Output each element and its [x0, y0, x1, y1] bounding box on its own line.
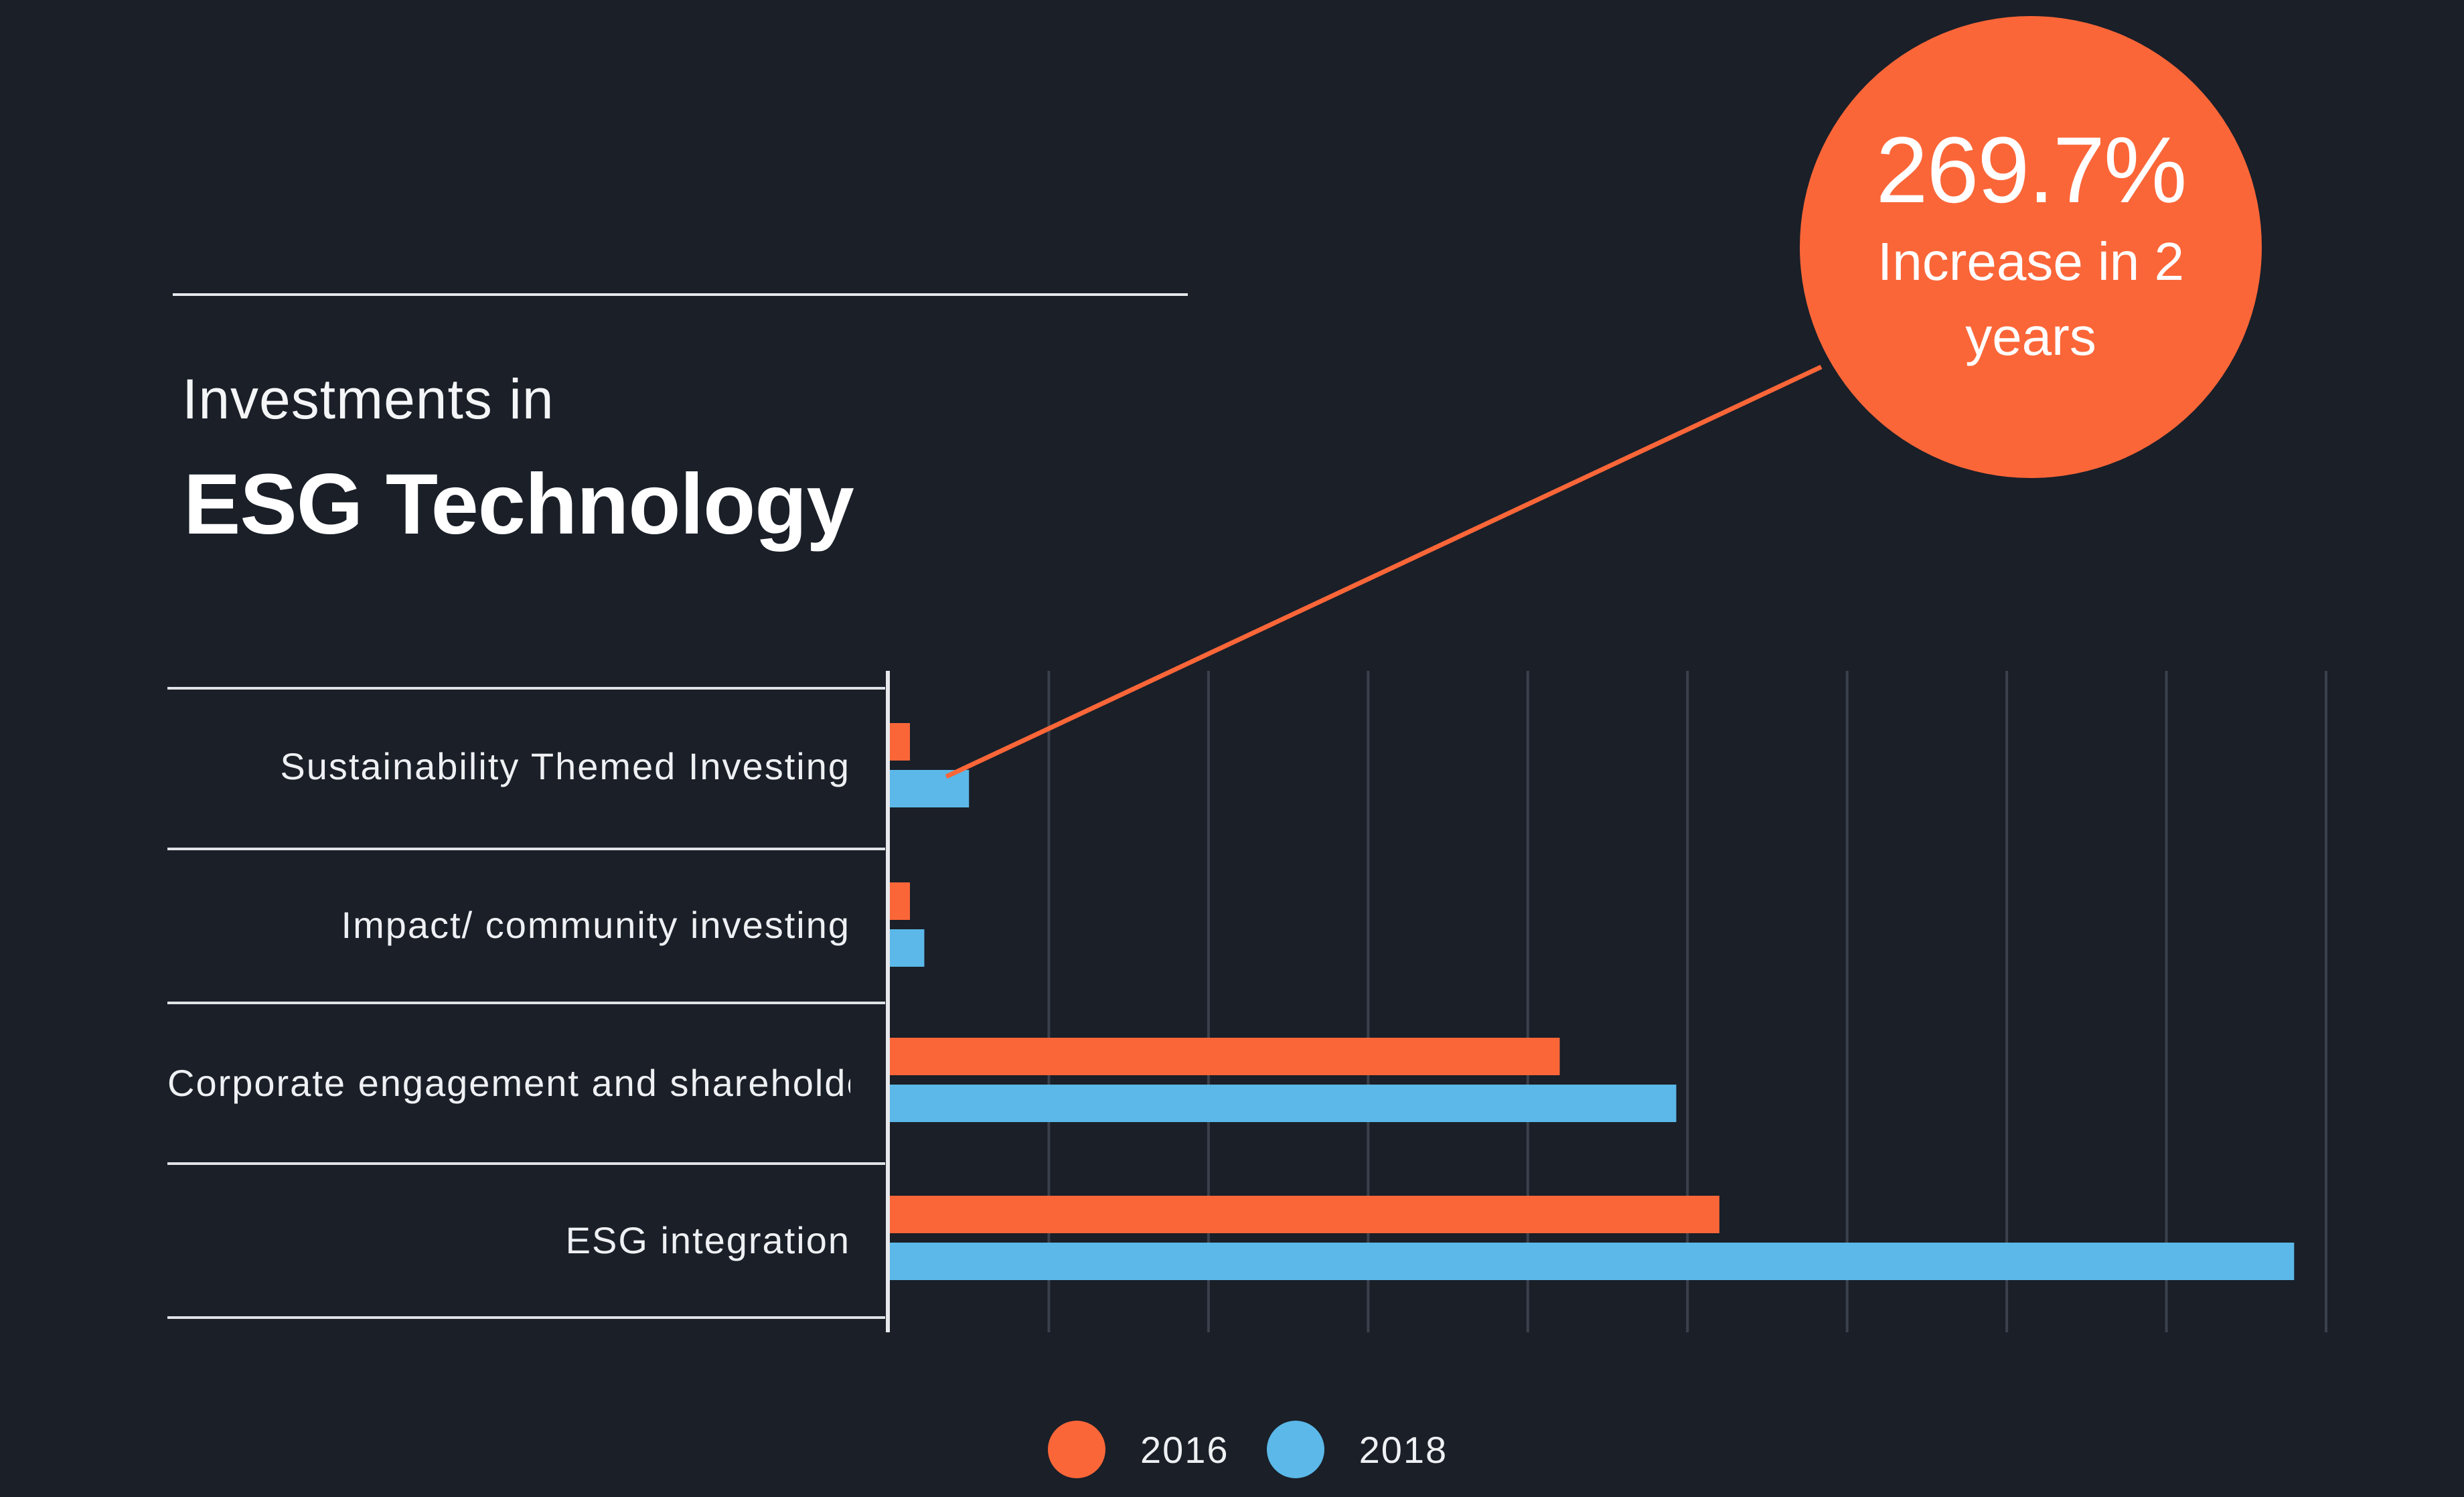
callout-pointer — [945, 364, 1823, 779]
chart-title: ESG Technology — [183, 457, 854, 552]
category-label-0: Sustainability Themed Investing — [280, 745, 850, 787]
bar-2018-0 — [889, 770, 970, 807]
bar-2016-3 — [889, 1196, 1719, 1233]
callout-value: 269.7% — [1875, 116, 2187, 222]
bar-2016-2 — [889, 1038, 1560, 1075]
legend-swatch-2018 — [1266, 1421, 1324, 1478]
bar-2018-3 — [889, 1243, 2295, 1280]
legend-swatch-2016 — [1048, 1421, 1105, 1478]
title-divider — [173, 293, 1188, 296]
bar-2018-2 — [889, 1085, 1677, 1122]
legend: 2016 2018 — [1048, 1419, 1485, 1480]
category-label-2: Corporate engagement and shareholder act… — [167, 1062, 850, 1104]
category-label-3: ESG integration — [565, 1219, 850, 1261]
bar-2016-1 — [889, 882, 910, 920]
legend-label-2018: 2018 — [1359, 1428, 1448, 1471]
callout-circle: 269.7% Increase in 2 years — [1800, 16, 2262, 478]
title-prefix: Investments in — [182, 368, 554, 430]
category-label-1: Impact/ community investing — [341, 904, 850, 946]
legend-label-2016: 2016 — [1140, 1428, 1229, 1471]
bar-2018-1 — [889, 929, 925, 967]
callout-text: Increase in 2 years — [1877, 231, 2185, 366]
bar-2016-0 — [889, 723, 910, 761]
